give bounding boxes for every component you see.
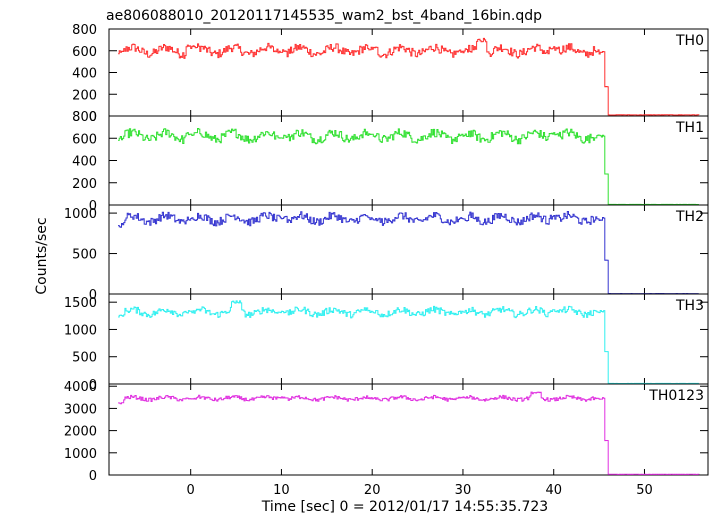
y-tick-label: 0 [89, 378, 97, 393]
panel-th1: 0 200 400 600 800 TH1 [72, 110, 709, 214]
panel-frame [108, 293, 709, 385]
y-tick-label: 1000 [64, 447, 97, 462]
panel-frame [108, 28, 709, 117]
y-tick-label: 3000 [64, 402, 97, 417]
y-tick-label: 1500 [64, 296, 97, 311]
panel-frame [108, 383, 709, 476]
panel-label: TH2 [675, 209, 704, 225]
y-tick-label: 0 [89, 469, 97, 484]
series-th1 [118, 128, 699, 205]
panel-th0123: 0 1000 2000 3000 4000 TH0123 [64, 380, 709, 484]
panel-th3: 0 500 1000 1500 TH3 [64, 293, 709, 393]
panels: 0 200 400 600 800 TH0 0 200 400 600 800 TH1 0 500 1000… [64, 23, 709, 484]
y-tick-label: 500 [72, 351, 97, 366]
y-tick-label: 0 [89, 288, 97, 303]
y-tick-label: 1000 [64, 323, 97, 338]
series-th3 [118, 300, 699, 384]
panel-th0: 0 200 400 600 800 TH0 [72, 23, 709, 125]
y-axis-label: Counts/sec [34, 217, 50, 294]
panel-label: TH0 [675, 33, 704, 49]
y-tick-label: 200 [72, 88, 97, 103]
x-tick-label: 20 [364, 483, 381, 498]
y-tick-label: 0 [89, 110, 97, 125]
series-th0 [118, 37, 700, 116]
y-tick-label: 600 [72, 45, 97, 60]
y-tick-label: 400 [72, 155, 97, 170]
x-tick-label: 50 [636, 483, 653, 498]
panel-th2: 0 500 1000 TH2 [64, 204, 709, 303]
y-tick-label: 0 [89, 199, 97, 214]
x-ticks: 0 10 20 30 40 50 [187, 483, 653, 498]
series-th2 [118, 211, 700, 295]
x-tick-label: 10 [273, 483, 290, 498]
panel-label: TH0123 [648, 388, 704, 404]
x-axis-label: Time [sec] 0 = 2012/01/17 14:55:35.723 [261, 499, 548, 515]
y-tick-label: 200 [72, 177, 97, 192]
panel-label: TH3 [675, 298, 704, 314]
x-tick-label: 30 [455, 483, 472, 498]
y-tick-label: 2000 [64, 425, 97, 440]
y-tick-label: 500 [72, 248, 97, 263]
x-tick-label: 0 [187, 483, 195, 498]
y-tick-label: 1000 [64, 207, 97, 222]
panel-label: TH1 [675, 120, 704, 136]
y-tick-label: 400 [72, 67, 97, 82]
y-tick-label: 800 [72, 110, 97, 125]
x-tick-label: 40 [545, 483, 562, 498]
series-th0123 [118, 391, 700, 475]
y-tick-label: 800 [72, 23, 97, 38]
y-tick-label: 4000 [64, 380, 97, 395]
chart-title: ae806088010_20120117145535_wam2_bst_4ban… [106, 8, 542, 24]
y-tick-label: 600 [72, 132, 97, 147]
